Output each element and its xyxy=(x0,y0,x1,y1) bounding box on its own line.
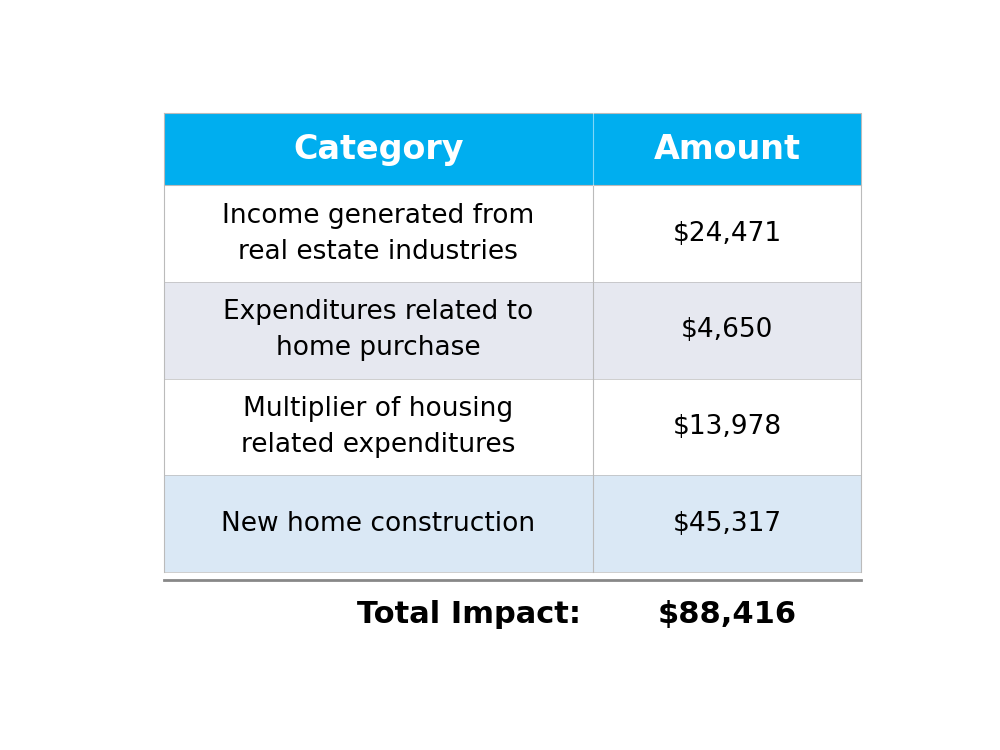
Text: Expenditures related to
home purchase: Expenditures related to home purchase xyxy=(223,299,533,362)
Text: Income generated from
real estate industries: Income generated from real estate indust… xyxy=(222,202,534,265)
Text: $24,471: $24,471 xyxy=(672,220,782,247)
Text: Multiplier of housing
related expenditures: Multiplier of housing related expenditur… xyxy=(241,396,515,458)
FancyBboxPatch shape xyxy=(164,379,861,476)
Text: Category: Category xyxy=(293,133,463,166)
Text: Amount: Amount xyxy=(653,133,800,166)
Text: Total Impact:: Total Impact: xyxy=(357,601,581,629)
Text: $13,978: $13,978 xyxy=(672,414,782,440)
Text: $45,317: $45,317 xyxy=(672,511,782,537)
FancyBboxPatch shape xyxy=(164,185,861,282)
Text: $88,416: $88,416 xyxy=(657,601,797,629)
FancyBboxPatch shape xyxy=(164,282,861,379)
Text: New home construction: New home construction xyxy=(221,511,535,537)
Text: $4,650: $4,650 xyxy=(681,317,773,344)
FancyBboxPatch shape xyxy=(164,476,861,572)
FancyBboxPatch shape xyxy=(164,113,861,185)
